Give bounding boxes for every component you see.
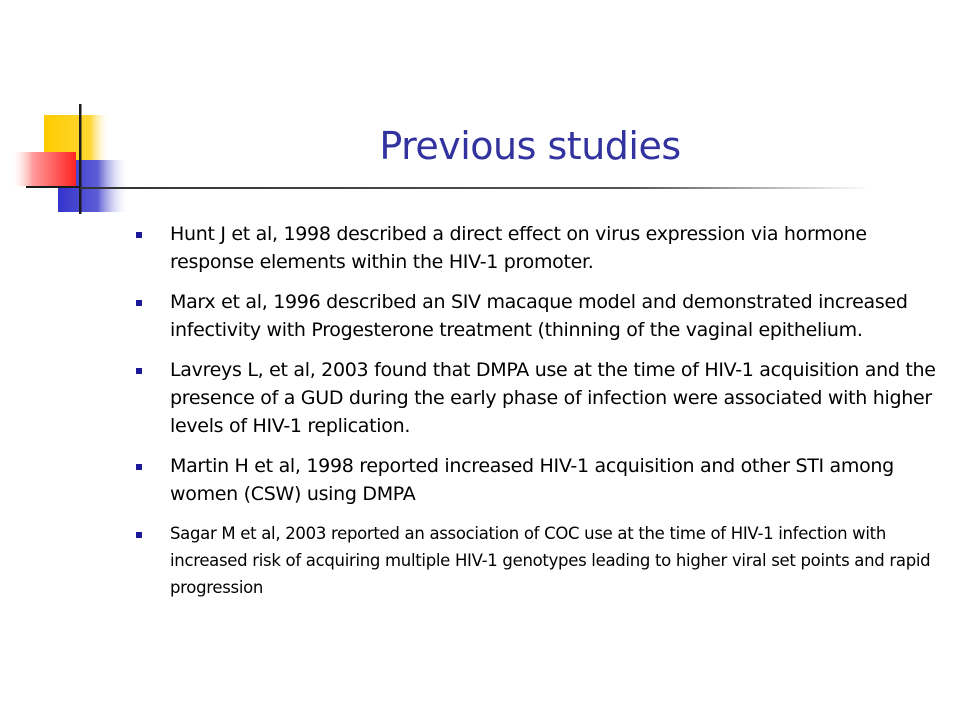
- bullet-item: Hunt J et al, 1998 described a direct ef…: [136, 220, 936, 276]
- bullet-text: Martin H et al, 1998 reported increased …: [170, 455, 894, 505]
- bullet-square-icon: [136, 464, 142, 470]
- bullet-square-icon: [136, 232, 142, 238]
- bullet-text: Sagar M et al, 2003 reported an associat…: [170, 524, 931, 597]
- bullet-text: Marx et al, 1996 described an SIV macaqu…: [170, 291, 908, 341]
- bullet-text: Hunt J et al, 1998 described a direct ef…: [170, 223, 867, 273]
- bullet-item: Lavreys L, et al, 2003 found that DMPA u…: [136, 356, 936, 440]
- bullet-square-icon: [136, 532, 142, 538]
- bullet-item: Marx et al, 1996 described an SIV macaqu…: [136, 288, 936, 344]
- bullet-list: Hunt J et al, 1998 described a direct ef…: [136, 220, 936, 601]
- red-square: [10, 152, 76, 186]
- vertical-line: [79, 104, 82, 214]
- title-underline: [80, 187, 870, 189]
- slide-title: Previous studies: [379, 124, 681, 168]
- decorative-squares: [10, 104, 130, 214]
- bullet-item: Martin H et al, 1998 reported increased …: [136, 452, 936, 508]
- bullet-square-icon: [136, 300, 142, 306]
- bullet-square-icon: [136, 368, 142, 374]
- bullet-text: Lavreys L, et al, 2003 found that DMPA u…: [170, 359, 936, 437]
- bullet-item: Sagar M et al, 2003 reported an associat…: [136, 520, 936, 601]
- horizontal-line: [26, 186, 80, 188]
